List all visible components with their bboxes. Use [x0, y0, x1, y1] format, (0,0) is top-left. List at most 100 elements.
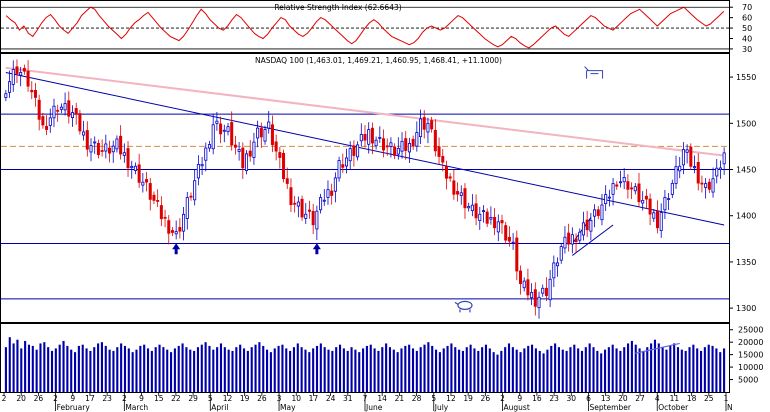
candle-body	[230, 122, 234, 146]
candle-body	[130, 165, 134, 169]
candle-body	[378, 136, 382, 139]
price-tick-label: 1400	[736, 212, 756, 221]
candle-body	[111, 145, 115, 153]
candle-body	[245, 153, 249, 172]
candle-body	[693, 166, 697, 169]
candle-body	[45, 125, 49, 130]
date-tick-label: 12	[446, 394, 456, 403]
candle-body	[304, 213, 308, 219]
candle-body	[437, 146, 441, 157]
candle-body	[211, 124, 215, 150]
candle-body	[119, 135, 123, 155]
candle-body	[641, 199, 645, 204]
volume-tick-label: 15000	[738, 351, 763, 360]
month-label: March	[125, 403, 148, 412]
month-label: N	[727, 403, 733, 412]
candle-body	[56, 109, 60, 112]
candle-body	[607, 196, 611, 199]
month-label: February	[57, 403, 91, 412]
candle-body	[604, 194, 608, 205]
candle-body	[552, 262, 556, 279]
price-tick-label: 1450	[736, 166, 756, 175]
candle-body	[470, 204, 474, 212]
candle-body	[256, 127, 260, 139]
date-tick-label: 25	[704, 394, 714, 403]
date-tick-label: 28	[412, 394, 422, 403]
candle-body	[600, 204, 604, 221]
candle-body	[537, 296, 541, 309]
date-tick-label: 2	[2, 394, 7, 403]
date-tick-label: 20	[16, 394, 26, 403]
candle-body	[630, 187, 634, 190]
candle-body	[389, 142, 393, 147]
candle-body	[663, 197, 667, 211]
candle-body	[241, 147, 245, 169]
candle-body	[341, 164, 345, 168]
candle-body	[363, 133, 367, 141]
date-tick-label: 13	[601, 394, 611, 403]
candle-body	[145, 179, 149, 183]
date-tick-label: 23	[102, 394, 112, 403]
candle-body	[189, 195, 193, 198]
volume-panel: 5000 10000 15000 20000 25000	[0, 323, 763, 393]
candle-body	[367, 129, 371, 145]
candle-body	[348, 148, 352, 162]
month-label: August	[504, 403, 530, 412]
date-tick-label: 19	[463, 394, 473, 403]
date-tick-label: 16	[532, 394, 542, 403]
bull-icon	[584, 66, 604, 79]
date-tick-label: 17	[309, 394, 319, 403]
date-tick-label: 11	[670, 394, 680, 403]
candle-body	[289, 187, 293, 206]
candle-body	[396, 148, 400, 155]
bear-icon-legs	[454, 301, 471, 313]
rsi-panel: Relative Strength Index (62.6643) 304050…	[0, 0, 752, 54]
candle-body	[252, 141, 256, 158]
candle-body	[267, 121, 271, 129]
candle-body	[385, 145, 389, 148]
candle-body	[567, 232, 571, 245]
candle-body	[685, 149, 689, 153]
candle-body	[722, 152, 726, 165]
candle-body	[711, 178, 715, 193]
month-label: June	[365, 403, 383, 412]
candle-body	[115, 138, 119, 150]
candle-body	[170, 230, 174, 233]
candle-body	[533, 289, 537, 307]
candlesticks	[4, 59, 726, 319]
candle-body	[307, 209, 311, 212]
candle-body	[574, 238, 578, 243]
markers	[172, 66, 604, 313]
month-label: May	[280, 403, 296, 412]
candle-body	[59, 106, 63, 110]
candle-body	[459, 192, 463, 196]
candle-body	[400, 140, 404, 152]
date-tick-label: 26	[34, 394, 44, 403]
date-tick-label: 30	[567, 394, 577, 403]
bull-icon-stroke	[584, 66, 604, 79]
candle-body	[330, 190, 334, 196]
date-tick-label: 23	[549, 394, 559, 403]
candle-body	[356, 144, 360, 158]
rsi-series-line	[5, 6, 725, 49]
candle-body	[611, 183, 615, 195]
candle-body	[426, 122, 430, 133]
candle-body	[278, 152, 282, 158]
candle-body	[700, 182, 704, 185]
date-tick-label: 17	[85, 394, 95, 403]
rsi-tick-label: 70	[742, 3, 752, 12]
candle-body	[133, 165, 137, 171]
candle-body	[293, 202, 297, 205]
candle-body	[344, 157, 348, 167]
volume-bars	[4, 337, 726, 392]
volume-tick-label: 25000	[738, 326, 763, 335]
candle-body	[196, 164, 200, 179]
candle-body	[333, 177, 337, 192]
candle-body	[163, 216, 167, 219]
candle-body	[493, 216, 497, 229]
candle-body	[618, 181, 622, 184]
candle-body	[100, 150, 104, 152]
candle-body	[596, 209, 600, 216]
candle-body	[93, 141, 97, 144]
date-tick-label: 22	[171, 394, 181, 403]
